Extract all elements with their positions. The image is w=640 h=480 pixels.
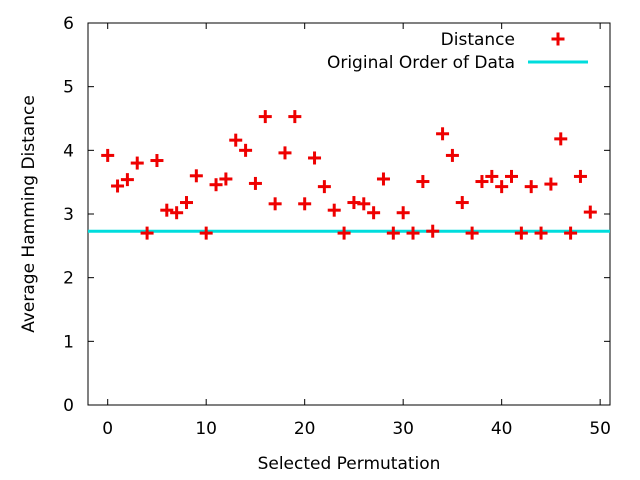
legend-marker-cross bbox=[551, 32, 565, 46]
y-tick-label: 0 bbox=[63, 396, 74, 416]
data-point bbox=[406, 226, 420, 240]
data-point bbox=[475, 175, 489, 189]
data-point bbox=[485, 169, 499, 183]
x-tick-label: 30 bbox=[392, 419, 414, 439]
data-point bbox=[258, 110, 272, 124]
data-point bbox=[416, 175, 430, 189]
x-tick-label: 50 bbox=[589, 419, 611, 439]
data-point bbox=[367, 206, 381, 220]
data-point bbox=[209, 178, 223, 192]
legend-label-original-order: Original Order of Data bbox=[327, 53, 515, 73]
y-tick-label: 1 bbox=[63, 332, 74, 352]
data-point bbox=[465, 226, 479, 240]
data-point bbox=[327, 203, 341, 217]
data-point bbox=[455, 196, 469, 210]
data-point bbox=[357, 197, 371, 211]
data-point bbox=[426, 224, 440, 238]
y-tick-label: 3 bbox=[63, 205, 74, 225]
x-axis-title: Selected Permutation bbox=[258, 454, 441, 474]
data-point bbox=[189, 169, 203, 183]
y-tick-label: 4 bbox=[63, 141, 74, 161]
data-point bbox=[396, 206, 410, 220]
data-point bbox=[111, 179, 125, 193]
x-tick-label: 40 bbox=[491, 419, 513, 439]
axis-ticks: 0 1 2 3 4 5 6 0 10 20 30 40 50 bbox=[63, 14, 611, 439]
y-tick-label: 2 bbox=[63, 269, 74, 289]
data-point bbox=[495, 180, 509, 194]
data-point bbox=[505, 169, 519, 183]
data-point bbox=[179, 196, 193, 210]
data-point bbox=[298, 197, 312, 211]
data-point bbox=[130, 156, 144, 170]
legend-label-distance: Distance bbox=[441, 30, 515, 50]
data-point bbox=[120, 173, 134, 187]
data-point bbox=[514, 226, 528, 240]
data-point bbox=[554, 132, 568, 146]
data-point bbox=[534, 226, 548, 240]
y-tick-label: 5 bbox=[63, 78, 74, 98]
y-axis-title: Average Hamming Distance bbox=[19, 95, 39, 333]
data-point bbox=[170, 206, 184, 220]
data-point bbox=[239, 143, 253, 157]
x-tick-label: 20 bbox=[294, 419, 316, 439]
legend: Distance Original Order of Data bbox=[327, 30, 588, 73]
data-points bbox=[101, 110, 597, 240]
data-point bbox=[436, 127, 450, 141]
data-point bbox=[101, 148, 115, 162]
x-tick-label: 0 bbox=[102, 419, 113, 439]
data-point bbox=[268, 197, 282, 211]
data-point bbox=[583, 205, 597, 219]
data-point bbox=[337, 226, 351, 240]
data-point bbox=[544, 177, 558, 191]
data-point bbox=[199, 226, 213, 240]
data-point bbox=[278, 146, 292, 160]
legend-marker-distance bbox=[551, 32, 565, 46]
data-point bbox=[219, 172, 233, 186]
y-tick-label: 6 bbox=[63, 14, 74, 34]
data-point bbox=[229, 133, 243, 147]
data-point bbox=[564, 226, 578, 240]
data-point bbox=[445, 148, 459, 162]
data-point bbox=[160, 203, 174, 217]
data-point bbox=[150, 154, 164, 168]
data-point bbox=[386, 226, 400, 240]
data-point bbox=[248, 176, 262, 190]
data-point bbox=[524, 180, 538, 194]
data-point bbox=[140, 226, 154, 240]
data-point bbox=[308, 151, 322, 165]
data-point bbox=[376, 172, 390, 186]
data-point bbox=[573, 169, 587, 183]
data-point bbox=[317, 180, 331, 194]
x-tick-label: 10 bbox=[195, 419, 217, 439]
data-point bbox=[288, 110, 302, 124]
